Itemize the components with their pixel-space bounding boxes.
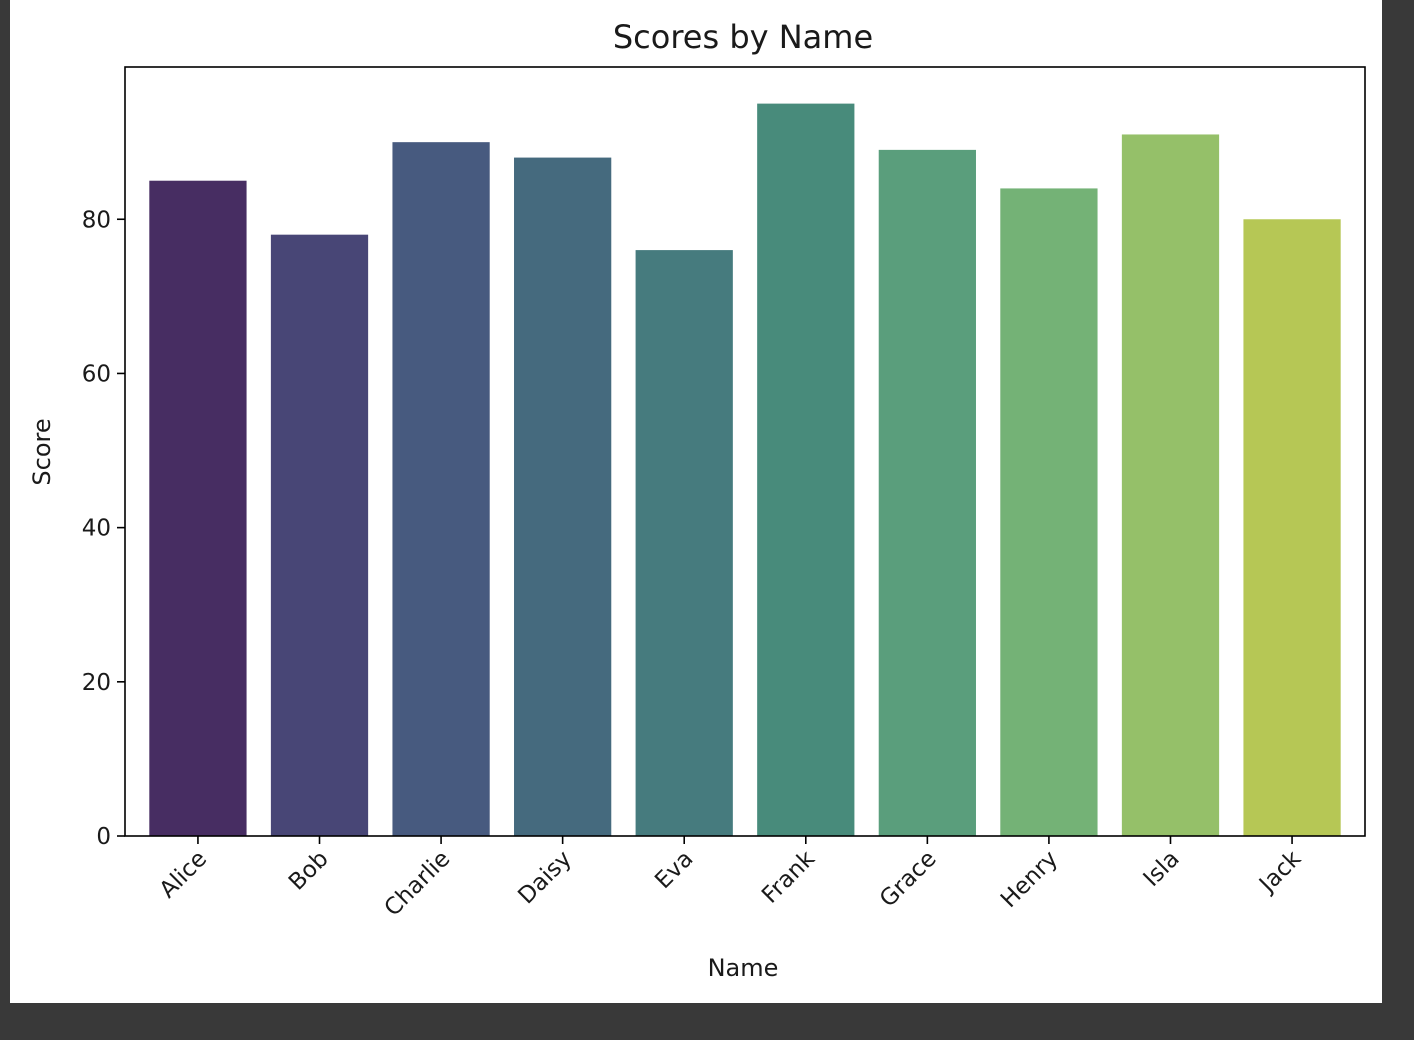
y-tick-label: 60 (82, 361, 111, 387)
chart-figure: Scores by Name 0 20 40 60 80 Alice Bob Charlie… (10, 0, 1382, 1003)
bars-group (149, 103, 1341, 837)
bar-charlie (392, 142, 490, 837)
x-axis-ticks: Alice Bob Charlie Daisy Eva Frank Grace Henry Is… (155, 836, 1307, 922)
x-tick-label: Henry (996, 846, 1063, 913)
x-tick-label: Frank (757, 845, 820, 908)
x-tick-label: Charlie (380, 846, 456, 922)
x-tick-label: Jack (1253, 845, 1306, 898)
y-axis-ticks: 0 20 40 60 80 (82, 207, 125, 850)
y-tick-label: 20 (82, 670, 111, 696)
x-tick-label: Isla (1139, 846, 1185, 892)
bar-henry (1000, 188, 1098, 837)
bar-frank (757, 103, 855, 837)
bar-jack (1243, 219, 1341, 836)
bar-eva (635, 250, 733, 837)
bar-alice (149, 180, 247, 836)
bar-chart: Scores by Name 0 20 40 60 80 Alice Bob Charlie… (28, 18, 1366, 982)
y-tick-label: 40 (82, 516, 111, 542)
bar-grace (878, 149, 976, 836)
bar-bob (270, 234, 369, 836)
bar-isla (1121, 134, 1220, 836)
bar-daisy (514, 157, 612, 836)
x-tick-label: Eva (650, 846, 698, 894)
x-axis-label: Name (708, 954, 779, 982)
x-tick-label: Bob (284, 846, 334, 896)
chart-title: Scores by Name (613, 18, 873, 56)
y-axis-label: Score (28, 418, 56, 485)
x-tick-label: Alice (155, 846, 212, 903)
y-tick-label: 80 (82, 207, 111, 233)
y-tick-label: 0 (96, 824, 111, 850)
plot-frame (124, 66, 1366, 837)
x-tick-label: Grace (875, 846, 942, 913)
x-tick-label: Daisy (513, 846, 576, 909)
